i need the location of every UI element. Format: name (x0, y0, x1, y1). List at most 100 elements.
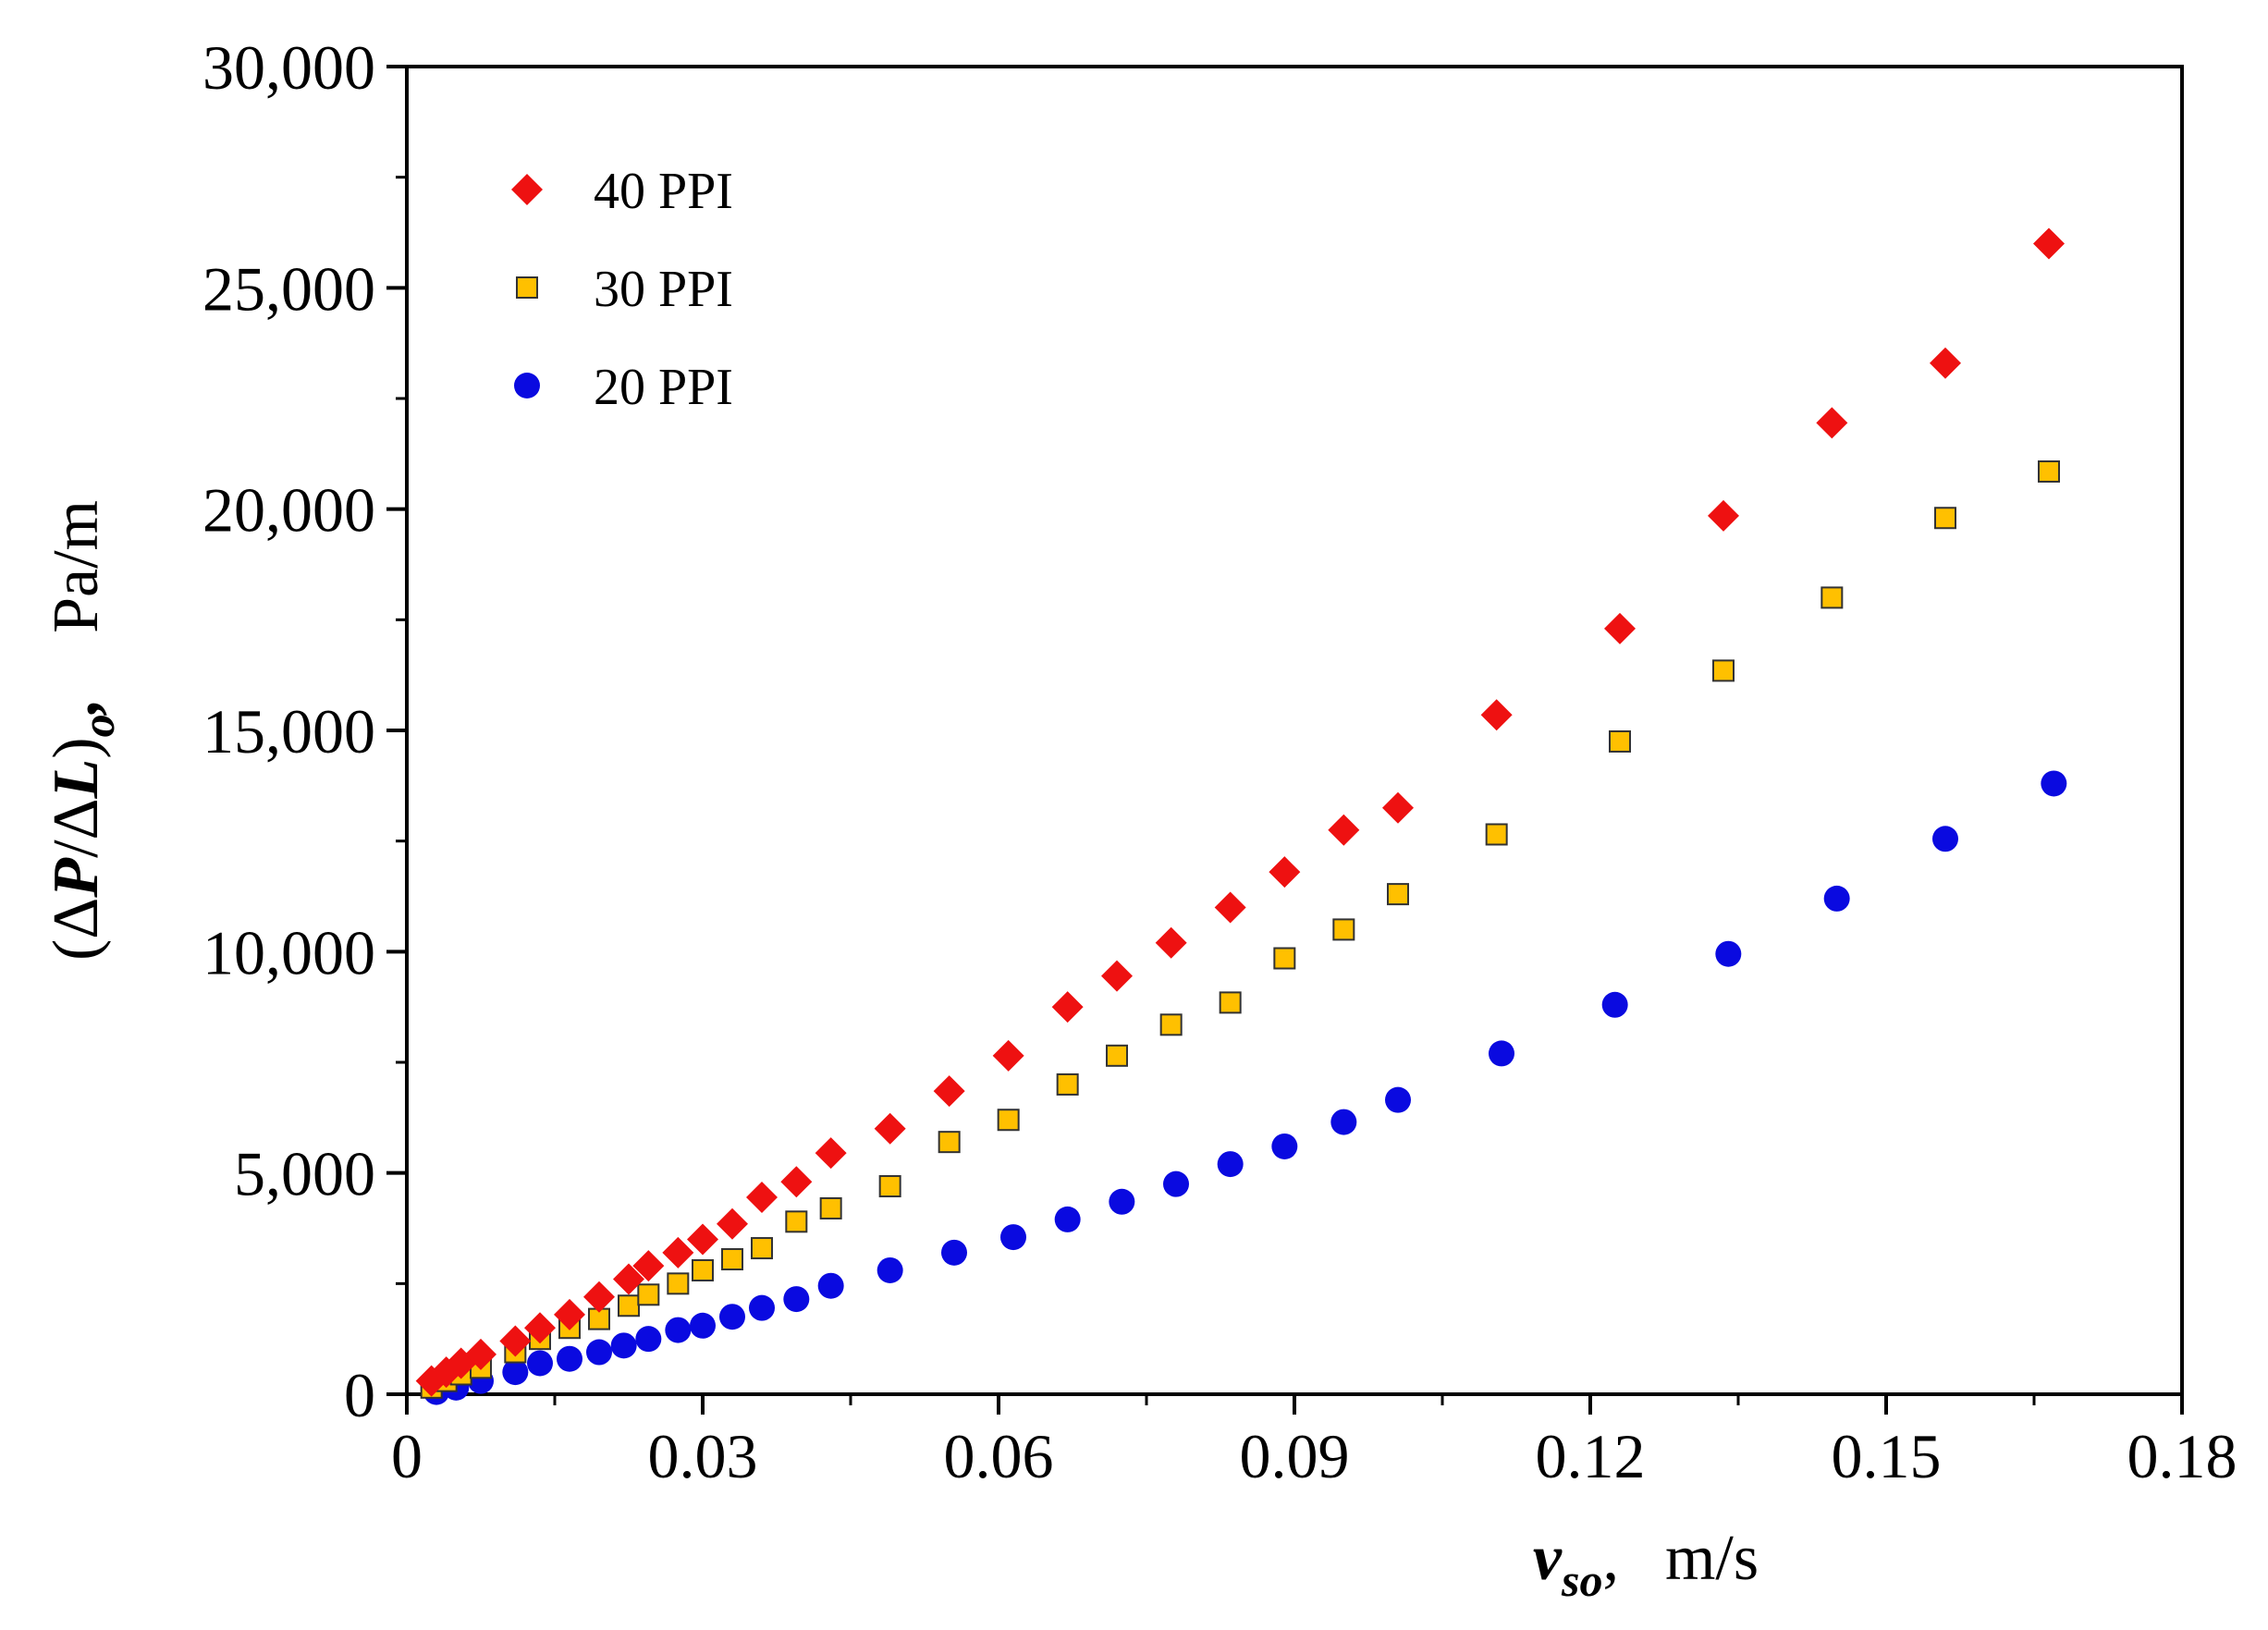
data-point (618, 1294, 640, 1317)
data-point (785, 1210, 808, 1233)
data-point (877, 1256, 903, 1283)
data-point (610, 1332, 637, 1359)
data-point (1155, 926, 1187, 959)
data-point (1715, 940, 1742, 967)
x-tick-label: 0.12 (1536, 1421, 1646, 1491)
data-point (1385, 1086, 1411, 1113)
data-point (527, 1350, 553, 1377)
y-tick-label: 30,000 (202, 32, 375, 103)
data-point (1101, 960, 1133, 992)
data-point (1056, 1072, 1079, 1096)
y-tick-label: 25,000 (202, 253, 375, 324)
y-tick-label: 20,000 (202, 475, 375, 545)
data-point (502, 1359, 529, 1386)
data-point (465, 1338, 497, 1370)
data-point (1269, 856, 1301, 889)
data-point (1823, 885, 1850, 912)
x-axis: 0 0.03 0.06 0.09 0.12 0.15 0.18 (391, 1394, 2237, 1491)
data-point (1106, 1044, 1128, 1067)
legend-label: 40 PPI (594, 163, 733, 220)
legend-marker (511, 174, 543, 205)
data-point (613, 1263, 644, 1295)
data-point (783, 1286, 810, 1313)
data-point (667, 1272, 690, 1295)
data-point (1159, 1013, 1183, 1036)
x-tick-label: 0 (391, 1421, 423, 1491)
series-20-ppi (423, 770, 2067, 1405)
data-point (749, 1294, 775, 1321)
data-point (817, 1272, 844, 1299)
data-point (554, 1298, 585, 1330)
data-point (632, 1250, 665, 1282)
data-point (1054, 1206, 1081, 1232)
data-point (635, 1326, 662, 1353)
x-tick-label: 0.09 (1240, 1421, 1350, 1491)
x-axis-title: vso, m/s (1533, 1523, 1759, 1606)
data-point (874, 1112, 906, 1145)
data-point (1271, 1133, 1298, 1159)
y-axis: 0 5,000 10,000 15,000 20,000 25,000 30,000 (202, 32, 407, 1430)
x-tick-label: 0.18 (2127, 1421, 2237, 1491)
legend-marker (514, 373, 540, 398)
data-point (721, 1248, 743, 1271)
data-point (2038, 460, 2060, 483)
y-axis-title: (ΔP/ΔL)o,Pa/m (41, 500, 124, 961)
data-point (815, 1137, 847, 1170)
data-points (415, 227, 2067, 1405)
data-point (1485, 823, 1508, 846)
data-point (1163, 1170, 1189, 1197)
data-point (2033, 227, 2065, 260)
data-point (938, 1131, 961, 1154)
data-point (1332, 918, 1355, 941)
data-point (1932, 826, 1958, 852)
data-point (1609, 729, 1631, 753)
data-point (819, 1196, 842, 1219)
data-point (665, 1317, 692, 1343)
data-point (586, 1339, 612, 1366)
data-point (746, 1181, 778, 1213)
data-point (1328, 814, 1360, 846)
data-point (557, 1345, 582, 1372)
data-point (1601, 991, 1628, 1018)
x-tick-label: 0.06 (944, 1421, 1054, 1491)
data-point (997, 1109, 1020, 1132)
data-point (583, 1281, 615, 1313)
series-30-ppi (420, 460, 2060, 1399)
data-point (780, 1166, 813, 1198)
data-point (1934, 507, 1956, 530)
data-point (1273, 947, 1296, 970)
x-tick-label: 0.03 (648, 1421, 758, 1491)
y-tick-label: 5,000 (234, 1139, 375, 1209)
data-point (1330, 1109, 1357, 1135)
data-point (1051, 991, 1084, 1023)
data-point (2041, 770, 2067, 797)
data-point (1489, 1040, 1514, 1067)
data-point (692, 1258, 714, 1281)
y-tick-label: 0 (344, 1360, 375, 1430)
y-tick-label: 10,000 (202, 917, 375, 987)
legend-marker (516, 276, 538, 299)
y-tick-label: 15,000 (202, 696, 375, 766)
data-point (662, 1236, 694, 1268)
legend: 40 PPI 30 PPI 20 PPI (511, 163, 733, 416)
data-point (933, 1075, 965, 1108)
data-point (1930, 347, 1961, 379)
data-point (992, 1039, 1024, 1072)
data-point (499, 1325, 532, 1357)
data-point (1219, 991, 1242, 1014)
data-point (1214, 891, 1246, 924)
legend-label: 30 PPI (594, 261, 733, 318)
data-point (687, 1223, 718, 1256)
data-point (1217, 1151, 1244, 1178)
legend-label: 20 PPI (594, 359, 733, 416)
series-40-ppi (415, 227, 2065, 1397)
data-point (1000, 1224, 1026, 1251)
data-point (1109, 1188, 1135, 1215)
data-point (878, 1175, 901, 1198)
data-point (445, 1347, 477, 1379)
data-point (719, 1304, 745, 1330)
data-point (717, 1207, 748, 1240)
data-point (1604, 612, 1636, 644)
data-point (637, 1283, 660, 1306)
